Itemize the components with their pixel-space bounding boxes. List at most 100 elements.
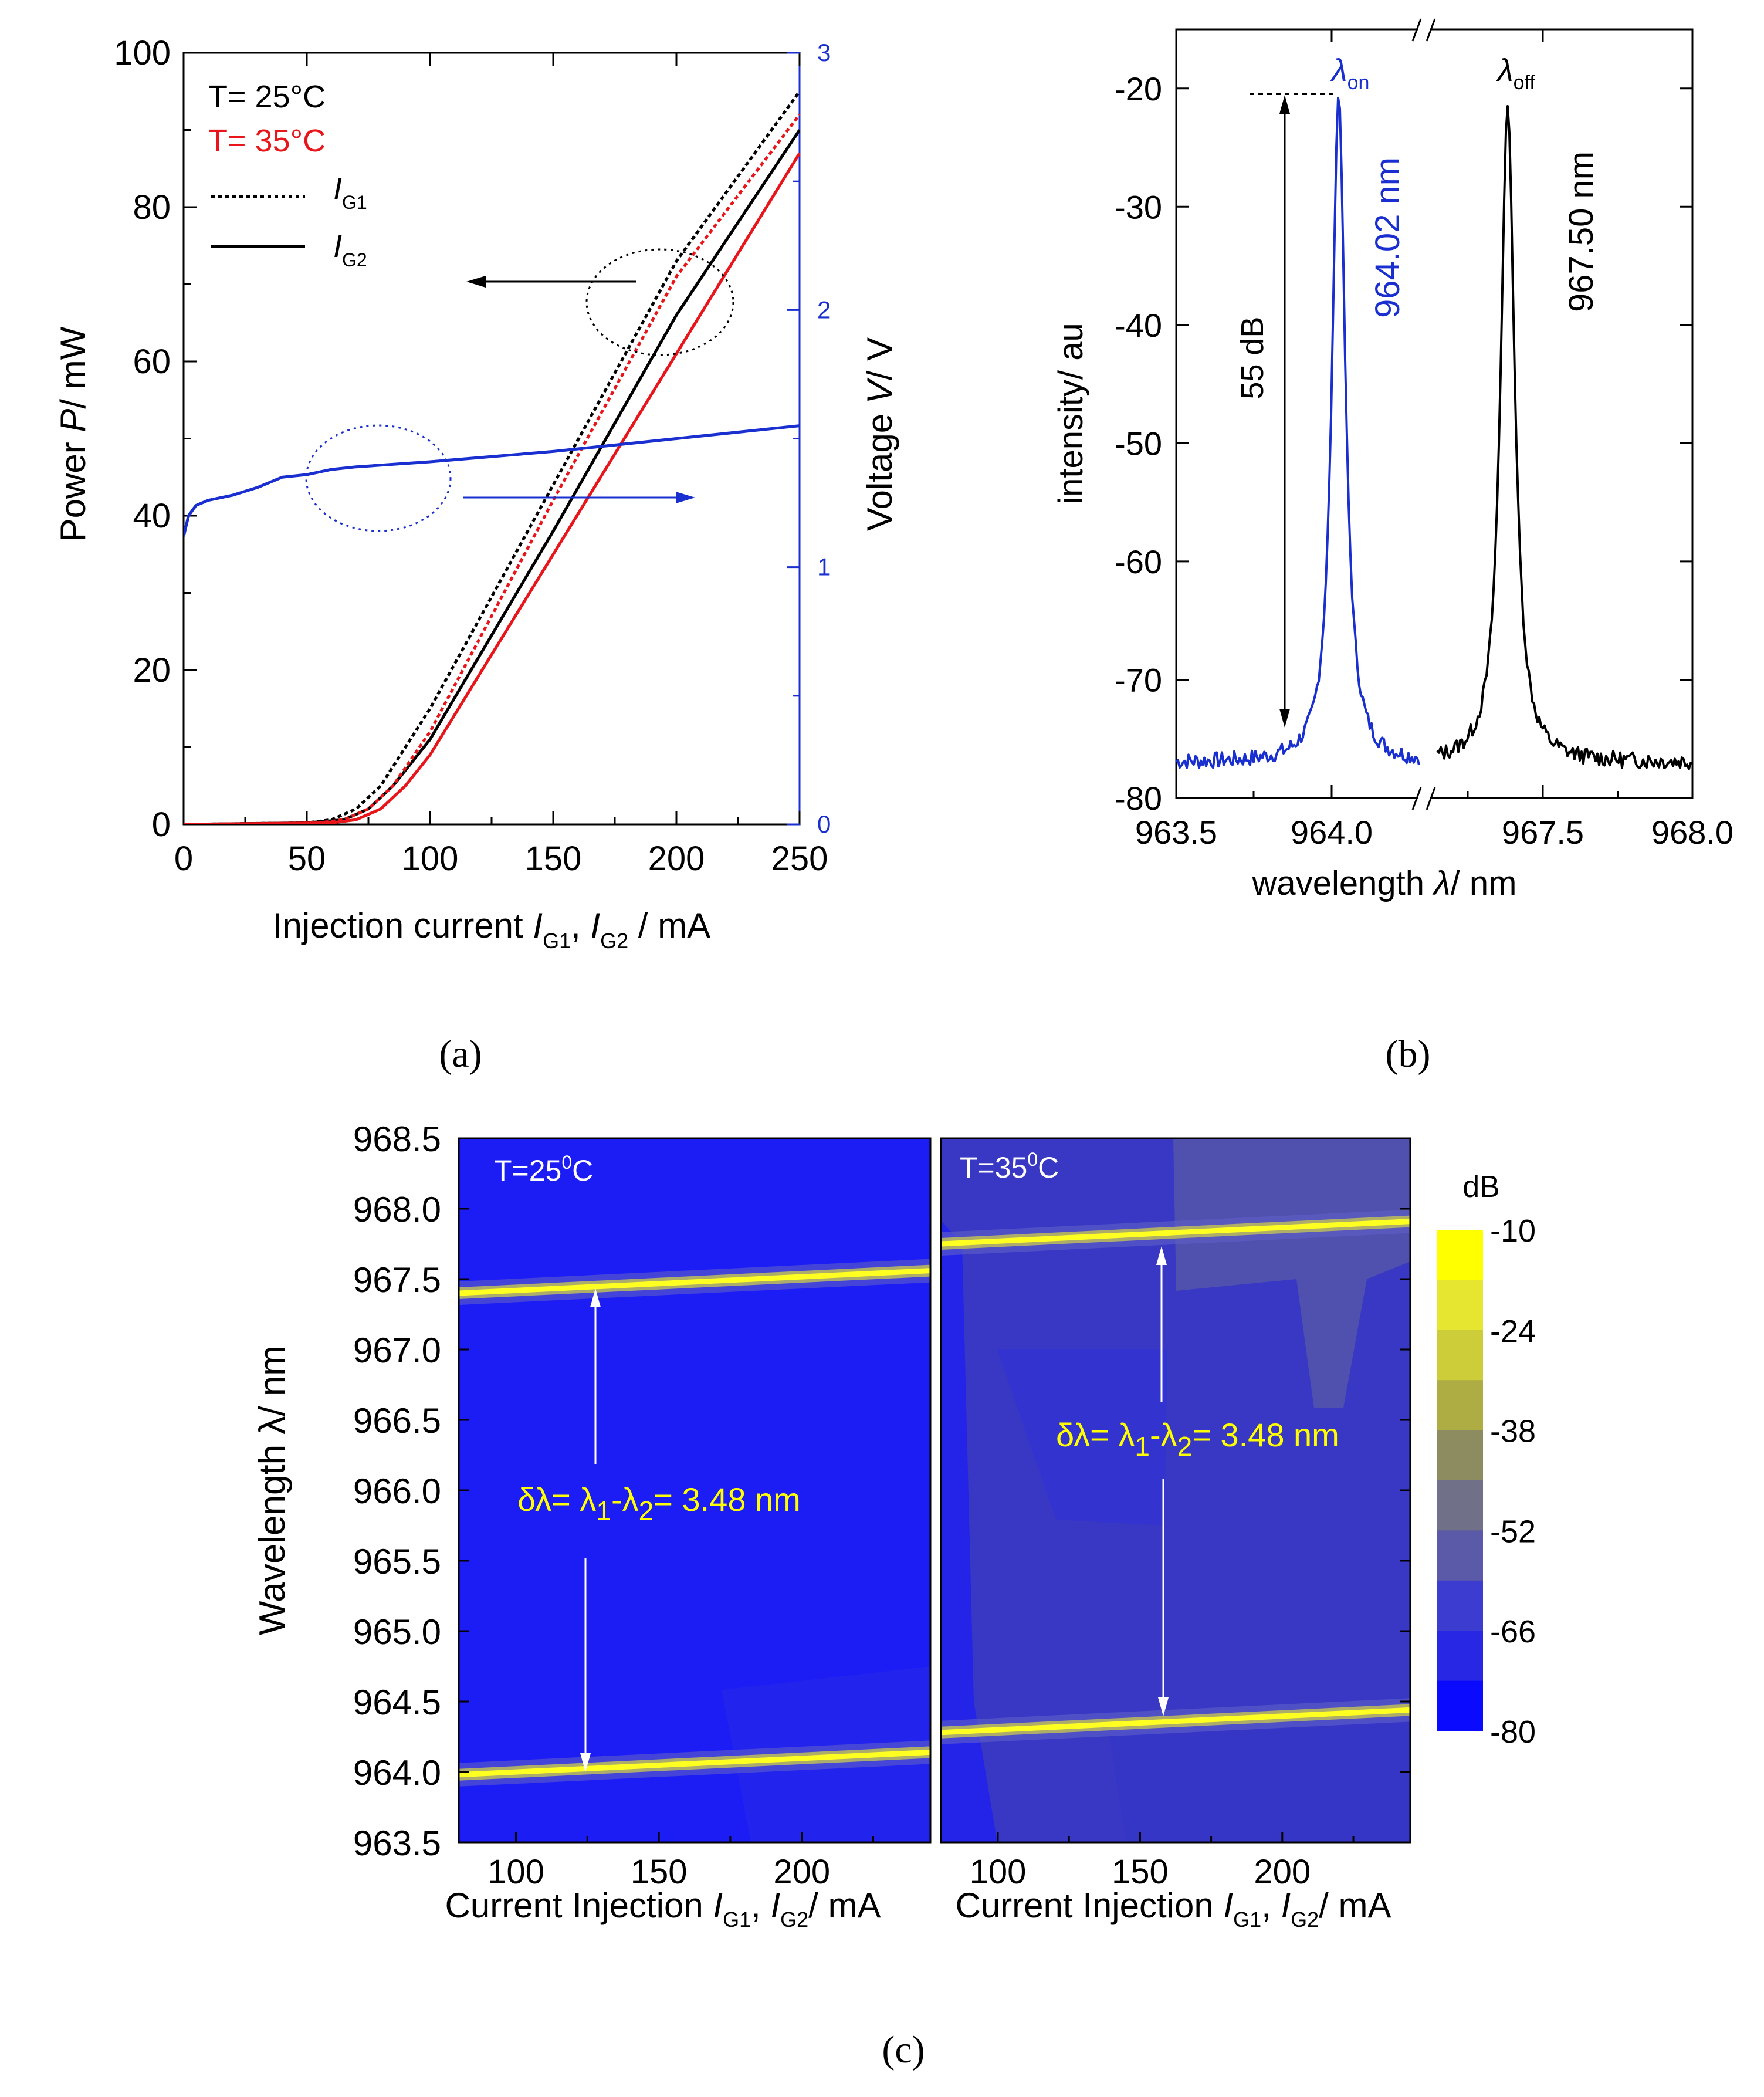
x-tick-label: 200 <box>1254 1853 1311 1891</box>
panel-a-y2-ticks: 0 1 2 3 <box>787 39 831 838</box>
lambda-on-wavelength: 964.02 nm <box>1369 157 1407 318</box>
legend-ig1-label: IG1 <box>333 171 367 213</box>
colorbar-segment <box>1437 1580 1483 1631</box>
y-tick-label: 963.5 <box>353 1824 441 1863</box>
map-t25-title: T=250C <box>494 1152 593 1187</box>
series-line-4 <box>184 424 800 537</box>
map-t35-arrow-head-bottom <box>1158 1697 1169 1716</box>
x-tick-label: 100 <box>970 1853 1027 1891</box>
lambda-off-label: λoff <box>1496 53 1535 94</box>
legend-ig2-label: IG2 <box>333 229 367 270</box>
x-tick-label: 250 <box>771 840 828 878</box>
x-tick-label: 963.5 <box>1135 814 1217 851</box>
colorbar-tick-label: -52 <box>1490 1514 1536 1549</box>
y-tick-label: -40 <box>1115 307 1162 344</box>
y-tick-label: 60 <box>133 343 171 381</box>
colorbar-title: dB <box>1462 1170 1500 1204</box>
y-tick-label: -30 <box>1115 188 1162 225</box>
y-tick-label: 965.0 <box>353 1612 441 1652</box>
x-tick-label: 200 <box>648 840 705 878</box>
y-tick-label: 966.5 <box>353 1401 441 1440</box>
y2-tick-label: 2 <box>817 296 831 323</box>
map-t35-lower-region <box>941 1220 997 1842</box>
colorbar-segment <box>1437 1530 1483 1581</box>
voltage-arrow-head <box>676 492 695 503</box>
map-t35-bottom-region <box>1109 1719 1410 1842</box>
panel-b-series <box>1176 96 1692 770</box>
colorbar-segment <box>1437 1680 1483 1731</box>
colorbar-segment <box>1437 1430 1483 1481</box>
colorbar-segment <box>1437 1380 1483 1431</box>
y-tick-label: 20 <box>133 651 171 689</box>
dynamic-range-arrow-head-top <box>1279 95 1290 114</box>
map-t35-mid-region <box>997 1349 1167 1526</box>
colorbar-segment <box>1437 1280 1483 1331</box>
colorbar-segment <box>1437 1330 1483 1381</box>
colorbar-segment <box>1437 1230 1483 1280</box>
panel-c-x-label-left: Current Injection IG1, IG2/ mA <box>445 1886 881 1932</box>
y-tick-label: 968.5 <box>353 1119 441 1159</box>
axis-break-mark <box>1411 787 1422 810</box>
colorbar-tick-label: -66 <box>1490 1614 1536 1649</box>
voltage-ellipse <box>305 424 452 532</box>
colorbar: -10 -24 -38 -52 -66 -80 <box>1437 1213 1536 1750</box>
y-tick-label: 965.5 <box>353 1542 441 1581</box>
band-line-0 <box>459 1749 930 1778</box>
y-tick-label: 966.0 <box>353 1472 441 1511</box>
y-tick-label: 40 <box>133 497 171 535</box>
map-t35-annotation: δλ= λ1-λ2= 3.48 nm <box>1056 1416 1339 1462</box>
x-tick-label: 150 <box>631 1853 688 1891</box>
panel-c-ticks: 968.5 968.0 967.5 967.0 966.5 966.0 965.5 965.0… <box>353 1119 1410 1891</box>
y-tick-label: -60 <box>1115 543 1162 580</box>
map-t25-arrow-head-bottom <box>580 1753 591 1772</box>
colorbar-tick-label: -24 <box>1490 1314 1536 1349</box>
caption-c: (c) <box>882 2028 925 2071</box>
y-tick-label: 100 <box>114 34 171 72</box>
axis-break-mark <box>1411 18 1422 42</box>
y-tick-label: 964.5 <box>353 1683 441 1722</box>
x-tick-label: 150 <box>1112 1853 1169 1891</box>
colorbar-segment <box>1437 1480 1483 1531</box>
legend-t35: T= 35°C <box>208 123 326 158</box>
y-tick-label: 964.0 <box>353 1753 441 1792</box>
y-tick-label: -50 <box>1115 425 1162 462</box>
panel-b: 963.5 964.0 967.5 968.0 -20 -30 -40 -50 -60 -70 -8… <box>1052 18 1733 1075</box>
map-t35 <box>941 1138 1410 1842</box>
caption-a: (a) <box>439 1033 482 1075</box>
band-line-0 <box>941 1707 1410 1736</box>
panel-c-y-label: Wavelength λ/ nm <box>252 1345 293 1635</box>
caption-b: (b) <box>1386 1033 1431 1075</box>
x-tick-label: 150 <box>525 840 582 878</box>
band-line-1 <box>459 1268 930 1296</box>
x-tick-label: 100 <box>402 840 459 878</box>
y-tick-label: 0 <box>152 806 171 844</box>
lambda-on-label: λon <box>1330 53 1369 94</box>
panel-b-x-label: wavelength λ/ nm <box>1252 864 1517 902</box>
y-tick-label: 967.0 <box>353 1331 441 1370</box>
series-line-3 <box>184 152 800 824</box>
y2-tick-label: 1 <box>817 553 831 581</box>
colorbar-tick-label: -38 <box>1490 1414 1536 1449</box>
colorbar-tick-label: -10 <box>1490 1213 1536 1249</box>
panel-a-plot-frame <box>182 52 801 826</box>
panel-b-plot-frame <box>1175 28 1694 799</box>
x-tick-label: 964.0 <box>1291 814 1373 851</box>
panel-a-y-ticks: 0 20 40 60 80 100 <box>114 34 197 844</box>
axis-break-gap-bottom <box>1418 792 1430 804</box>
x-tick-label: 968.0 <box>1651 814 1733 851</box>
dynamic-range-label: 55 dB <box>1235 316 1270 399</box>
legend-t25: T= 25°C <box>208 79 326 114</box>
panel-c-x-label-right: Current Injection IG1, IG2/ mA <box>956 1886 1391 1932</box>
dynamic-range-arrow-head-bottom <box>1279 709 1290 728</box>
y2-tick-label: 3 <box>817 39 831 66</box>
x-tick-label: 200 <box>773 1853 830 1891</box>
panel-b-y-label: intensity/ au <box>1052 323 1090 505</box>
band-line-1 <box>941 1219 1410 1247</box>
map-t35-title: T=350C <box>960 1149 1059 1184</box>
colorbar-tick-label: -80 <box>1490 1714 1536 1750</box>
map-t35-upper-region <box>1173 1138 1410 1408</box>
power-ellipse <box>585 248 734 356</box>
series-line-1 <box>184 129 800 824</box>
lambda-off-wavelength: 967.50 nm <box>1562 151 1600 312</box>
